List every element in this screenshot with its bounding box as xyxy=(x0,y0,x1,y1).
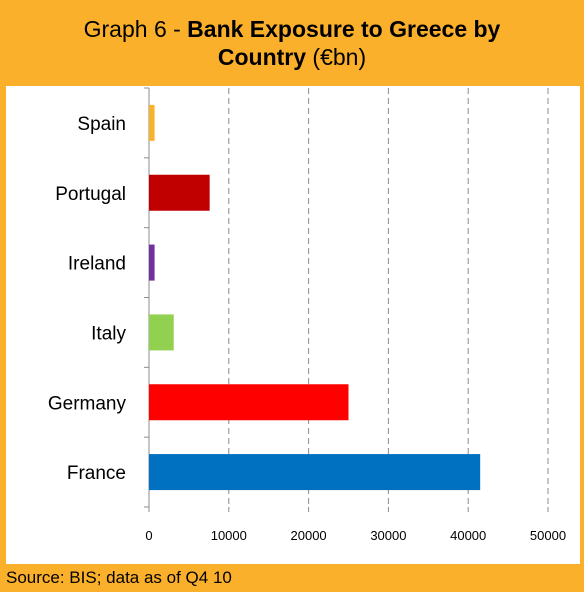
title-suffix: (€bn) xyxy=(306,44,367,70)
title-line-1: Graph 6 - Bank Exposure to Greece by xyxy=(84,15,501,43)
title-line-2: Country (€bn) xyxy=(218,43,366,71)
x-tick-label: 10000 xyxy=(211,528,247,543)
category-label-italy: Italy xyxy=(91,323,126,344)
source-note: Source: BIS; data as of Q4 10 xyxy=(0,564,584,592)
bar-germany xyxy=(149,384,349,421)
x-tick-label: 0 xyxy=(145,528,152,543)
chart-title: Graph 6 - Bank Exposure to Greece by Cou… xyxy=(0,0,584,86)
category-label-ireland: Ireland xyxy=(68,254,126,275)
bar-spain xyxy=(149,104,155,141)
title-bold-1: Bank Exposure to Greece by xyxy=(187,16,501,42)
grid-lines xyxy=(228,88,549,507)
category-label-portugal: Portugal xyxy=(55,184,126,205)
x-tick-label: 50000 xyxy=(530,528,566,543)
title-prefix: Graph 6 - xyxy=(83,16,188,42)
category-label-france: France xyxy=(67,463,126,484)
bar-france xyxy=(149,454,481,491)
frame-left-border xyxy=(0,86,6,566)
bar-italy xyxy=(149,314,174,351)
frame-right-border xyxy=(580,86,584,566)
axes xyxy=(144,87,549,512)
bars xyxy=(149,104,481,491)
category-labels: Spain Portugal Ireland Italy Germany France xyxy=(48,114,127,484)
category-label-germany: Germany xyxy=(48,393,127,414)
category-label-spain: Spain xyxy=(77,114,126,135)
bar-ireland xyxy=(149,244,155,281)
x-tick-label: 40000 xyxy=(450,528,486,543)
x-tick-label: 20000 xyxy=(291,528,327,543)
bar-portugal xyxy=(149,174,210,211)
x-tick-label: 30000 xyxy=(370,528,406,543)
tick-labels: 0 10000 20000 30000 40000 50000 xyxy=(145,528,566,543)
title-bold-2: Country xyxy=(217,44,307,70)
